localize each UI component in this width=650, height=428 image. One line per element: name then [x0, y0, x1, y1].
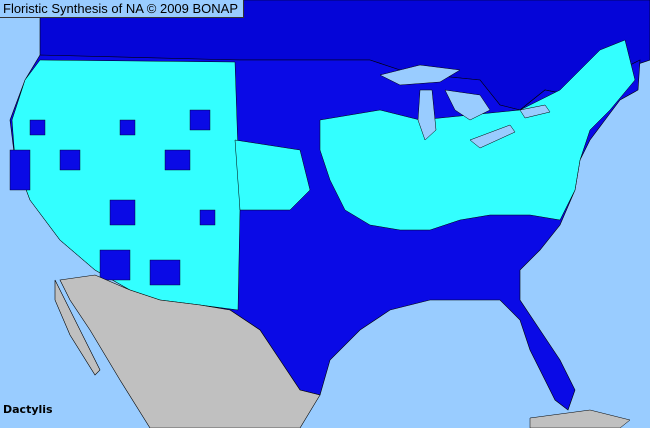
baja-region: [54, 279, 101, 376]
east-present-region: [319, 39, 636, 231]
west-absent-patches: [9, 109, 216, 286]
map-title: Floristic Synthesis of NA © 2009 BONAP: [0, 0, 245, 18]
great-lakes: [379, 64, 551, 149]
taxon-label: Dactylis: [3, 403, 53, 416]
cuba: [529, 409, 631, 428]
mexico-region: [59, 274, 321, 428]
plains-present-region: [234, 139, 311, 211]
